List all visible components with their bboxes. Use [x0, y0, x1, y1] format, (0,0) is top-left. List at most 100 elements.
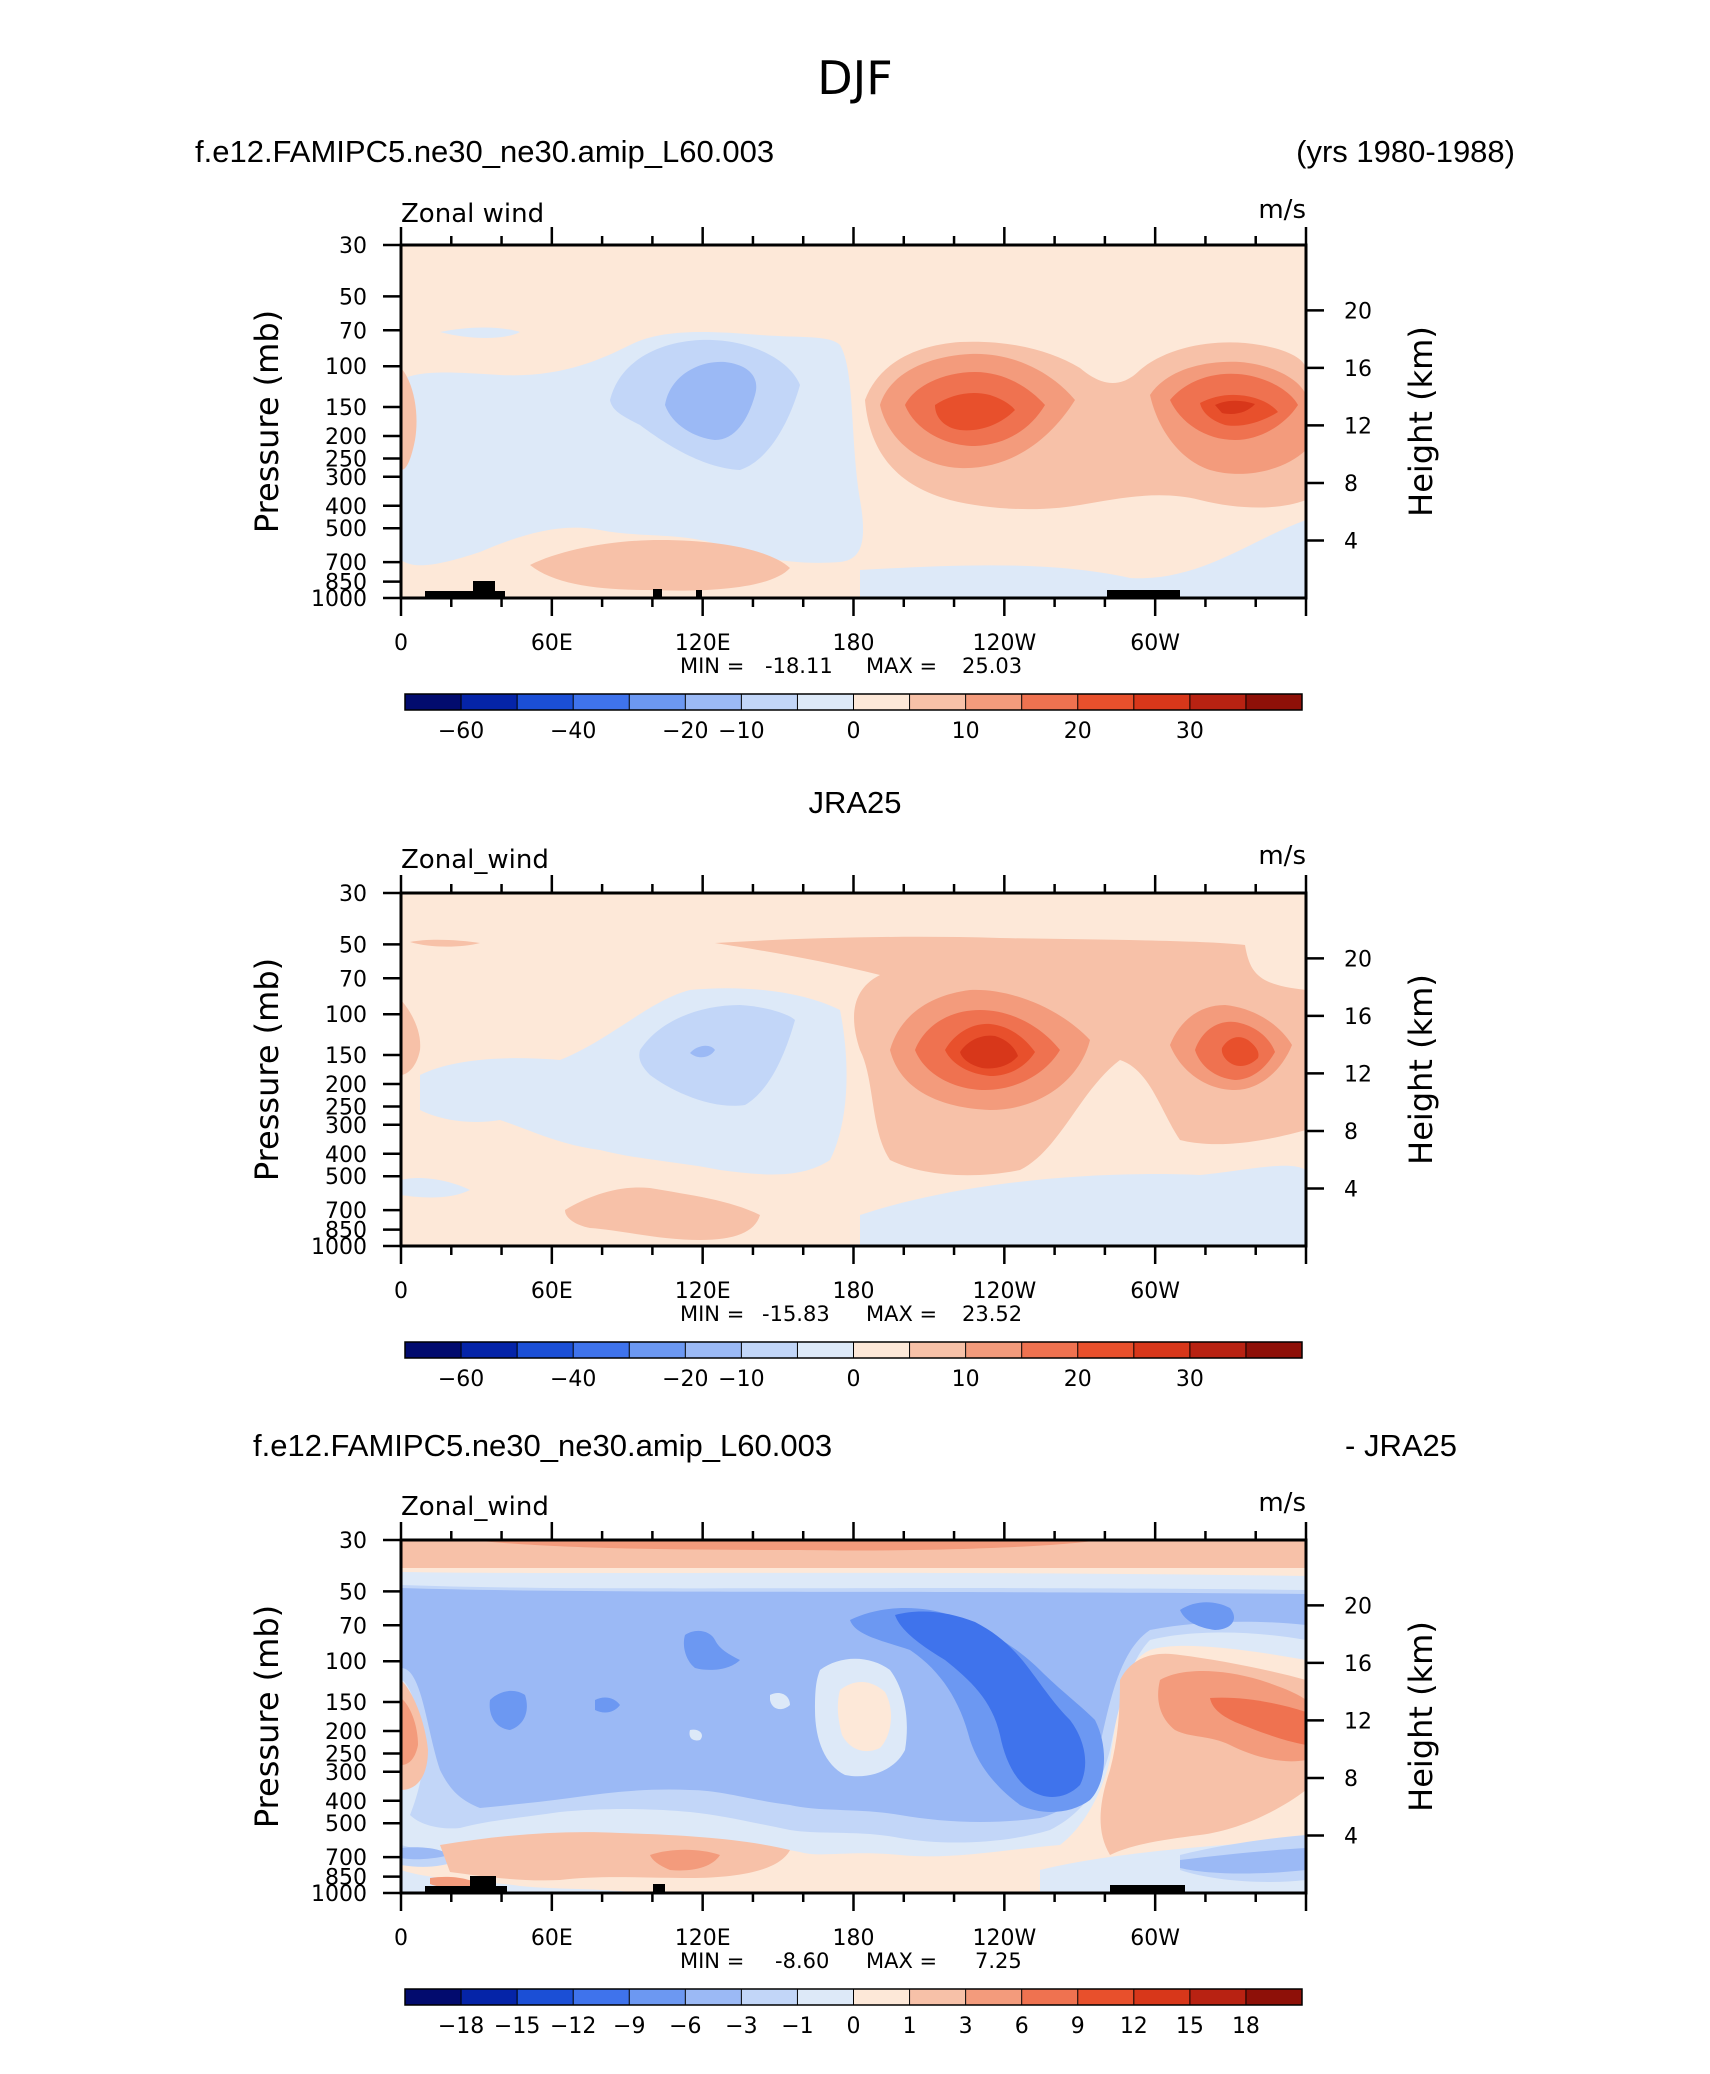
- topography: [425, 591, 505, 598]
- panel-diff: f.e12.FAMIPC5.ne30_ne30.amip_L60.003 - J…: [248, 1428, 1457, 2039]
- pos-region-max: [1215, 400, 1255, 414]
- y-tick-label: 400: [325, 495, 367, 520]
- units-label: m/s: [1258, 1488, 1306, 1518]
- colorbar-swatch: [965, 694, 1023, 710]
- x-tick-label: 120W: [972, 1279, 1036, 1304]
- colorbar-tick-label: 3: [959, 2014, 973, 2039]
- colorbar-swatch: [853, 694, 911, 710]
- y-tick-label: 700: [325, 551, 367, 576]
- x-tick-label: 60W: [1130, 1279, 1180, 1304]
- x-tick-label: 60E: [531, 631, 573, 656]
- stats-label: MAX =: [866, 1949, 937, 1973]
- colorbar-swatch: [1189, 1342, 1247, 1358]
- colorbar-tick-label: −10: [718, 719, 764, 744]
- y-tick-label: 300: [325, 466, 367, 491]
- y-tick-label: 700: [325, 1846, 367, 1871]
- pos-region-lowlevel: [440, 1832, 790, 1881]
- x-tick-label: 60W: [1130, 1926, 1180, 1951]
- colorbar-tick-label: 0: [847, 2014, 861, 2039]
- y2-tick-label: 16: [1344, 357, 1372, 382]
- colorbar-tick-label: −40: [550, 1367, 596, 1392]
- colorbar-swatch: [461, 1342, 518, 1358]
- colorbar-tick-label: −18: [438, 2014, 484, 2039]
- pos-region-west-edge: [401, 368, 417, 470]
- y2-tick-label: 16: [1344, 1652, 1372, 1677]
- pos-region-core: [945, 1023, 1259, 1076]
- colorbar-tick-label: 12: [1120, 2014, 1148, 2039]
- units-label: m/s: [1258, 841, 1306, 871]
- neg-region-upper: [440, 327, 520, 338]
- colorbar-tick-label: 15: [1176, 2014, 1204, 2039]
- topography: [425, 1886, 507, 1893]
- neg-region-moderate: [639, 1005, 795, 1106]
- y-tick-label: 100: [325, 355, 367, 380]
- topography: [473, 581, 495, 591]
- x-tick-label: 0: [394, 1279, 408, 1304]
- x-tick-label: 180: [833, 631, 875, 656]
- colorbar-tick-label: −40: [550, 719, 596, 744]
- x-tick-label: 60E: [531, 1926, 573, 1951]
- panel-left-title: f.e12.FAMIPC5.ne30_ne30.amip_L60.003: [195, 134, 774, 169]
- stats-label: MAX =: [866, 654, 937, 678]
- y-tick-label: 250: [325, 1095, 367, 1120]
- colorbar-tick-label: 9: [1071, 2014, 1085, 2039]
- colorbar-swatch: [405, 694, 462, 710]
- x-tick-label: 180: [833, 1926, 875, 1951]
- colorbar-swatch: [629, 1342, 686, 1358]
- colorbar-swatch: [1189, 1989, 1247, 2005]
- x-tick-label: 120E: [675, 1279, 731, 1304]
- y-tick-label: 250: [325, 1742, 367, 1767]
- x-tick-label: 0: [394, 631, 408, 656]
- x-tick-label: 120E: [675, 1926, 731, 1951]
- panel-right-title: - JRA25: [1345, 1428, 1457, 1463]
- pos-region-lowlevel: [530, 540, 790, 591]
- colorbar-tick-label: 1: [903, 2014, 917, 2039]
- pos-region-strong: [905, 372, 1298, 446]
- pos-region-west-edge-strong: [401, 1698, 418, 1765]
- y-axis-label: Pressure (mb): [248, 1605, 286, 1828]
- neg-region-lowlevel: [401, 1840, 1306, 1893]
- x-tick-label: 60E: [531, 1279, 573, 1304]
- y-tick-label: 500: [325, 1165, 367, 1190]
- y-tick-label: 100: [325, 1003, 367, 1028]
- colorbar-swatch: [1133, 1342, 1191, 1358]
- colorbar-swatch: [1077, 1342, 1135, 1358]
- colorbar-swatch: [741, 1342, 798, 1358]
- y2-tick-label: 4: [1344, 1824, 1358, 1849]
- contour-field: [401, 893, 1306, 1246]
- stats-min: -18.11: [765, 654, 833, 678]
- y-tick-label: 30: [339, 882, 367, 907]
- y2-tick-label: 20: [1344, 947, 1372, 972]
- pos-band-top-strong: [470, 1540, 1100, 1551]
- y2-tick-label: 12: [1344, 1709, 1372, 1734]
- contour-field: [401, 245, 1306, 598]
- colorbar-swatch: [517, 1342, 574, 1358]
- colorbar-swatch: [517, 694, 574, 710]
- y-tick-label: 150: [325, 1044, 367, 1069]
- colorbar-tick-label: −9: [613, 2014, 645, 2039]
- colorbar-tick-label: −60: [438, 1367, 484, 1392]
- stats-min: -8.60: [775, 1949, 829, 1973]
- y-tick-label: 1000: [311, 1882, 367, 1907]
- units-label: m/s: [1258, 195, 1306, 225]
- colorbar-swatch: [573, 1989, 630, 2005]
- colorbar-tick-label: 0: [847, 1367, 861, 1392]
- stats-label: MIN =: [680, 654, 744, 678]
- y-tick-label: 500: [325, 1812, 367, 1837]
- pos-region-lowlevel: [565, 1187, 760, 1240]
- neg-region-core: [665, 361, 757, 440]
- pos-region-upper-west: [410, 939, 480, 947]
- y-tick-label: 500: [325, 517, 367, 542]
- y-tick-label: 200: [325, 1720, 367, 1745]
- y2-tick-label: 4: [1344, 1177, 1358, 1202]
- y2-tick-label: 8: [1344, 1120, 1358, 1145]
- y-tick-label: 30: [339, 1529, 367, 1554]
- colorbar-swatch: [965, 1342, 1023, 1358]
- y-tick-label: 30: [339, 234, 367, 259]
- y-tick-label: 200: [325, 1073, 367, 1098]
- neg-region-max: [895, 1611, 1086, 1797]
- y-tick-label: 150: [325, 396, 367, 421]
- y-tick-label: 1000: [311, 1235, 367, 1260]
- colorbar-tick-label: −3: [725, 2014, 757, 2039]
